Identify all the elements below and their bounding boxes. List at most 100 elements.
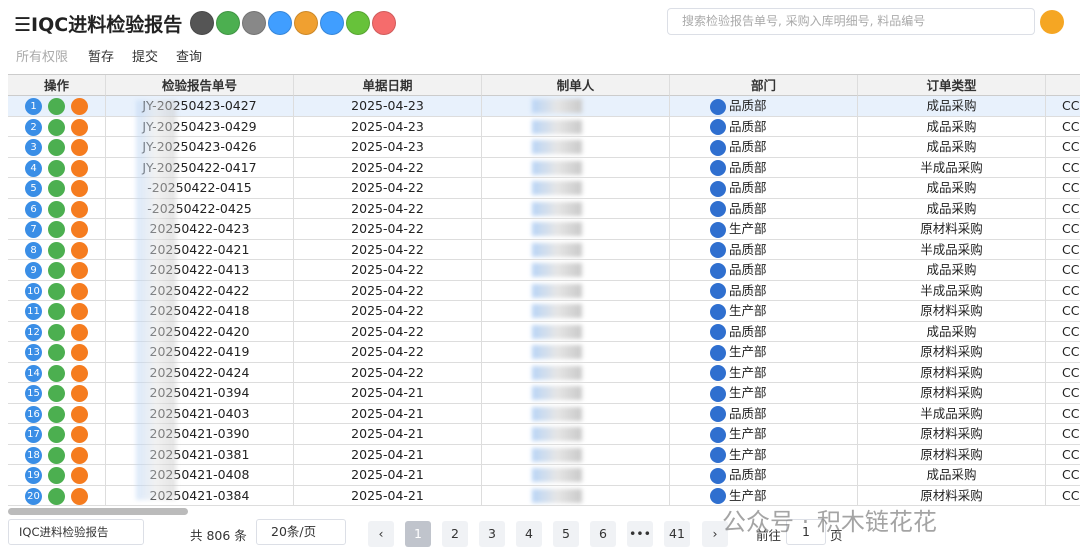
row-number[interactable]: 17 (25, 426, 42, 443)
report-no[interactable]: 20250421-0384 (106, 485, 294, 506)
edit-button[interactable] (48, 241, 65, 259)
page-button[interactable]: 3 (479, 521, 505, 547)
edit-button[interactable] (48, 323, 65, 341)
report-no[interactable]: -20250422-0415 (106, 178, 294, 199)
view-button[interactable] (71, 323, 88, 341)
row-number[interactable]: 16 (25, 405, 42, 423)
edit-button[interactable] (48, 180, 65, 197)
report-select[interactable]: IQC进料检验报告 (8, 519, 144, 545)
row-number[interactable]: 19 (25, 467, 42, 484)
row-number[interactable]: 6 (25, 200, 42, 218)
row-number[interactable]: 8 (25, 241, 42, 259)
search-box[interactable]: 搜索检验报告单号, 采购入库明细号, 料品编号 (667, 8, 1035, 35)
report-no[interactable]: JY-20250423-0427 (106, 96, 294, 117)
filter-button[interactable] (1040, 10, 1064, 34)
report-no[interactable]: JY-20250423-0426 (106, 137, 294, 158)
edit-button[interactable] (48, 98, 65, 115)
edit-button[interactable] (48, 118, 65, 136)
column-header[interactable]: 单据日期 (294, 75, 482, 96)
column-header[interactable]: 检验报告单号 (106, 75, 294, 96)
row-number[interactable]: 5 (25, 180, 42, 197)
page-size[interactable]: 20条/页 (256, 519, 346, 545)
tab[interactable]: 暂存 (88, 50, 115, 65)
report-no[interactable]: 20250422-0418 (106, 301, 294, 322)
report-no[interactable]: 20250422-0419 (106, 342, 294, 363)
toolbar-icon[interactable] (190, 11, 214, 35)
goto-input[interactable]: 1 (786, 519, 826, 545)
next-page[interactable]: › (702, 521, 728, 547)
row-number[interactable]: 15 (25, 385, 42, 402)
edit-button[interactable] (48, 139, 65, 156)
edit-button[interactable] (48, 221, 65, 238)
view-button[interactable] (71, 446, 88, 464)
report-no[interactable]: 20250422-0421 (106, 239, 294, 260)
edit-button[interactable] (48, 364, 65, 382)
edit-button[interactable] (48, 282, 65, 300)
row-number[interactable]: 11 (25, 303, 42, 320)
view-button[interactable] (71, 159, 88, 177)
column-header[interactable]: 订单类型 (858, 75, 1046, 96)
toolbar-icon[interactable] (268, 11, 292, 35)
row-number[interactable]: 13 (25, 344, 42, 361)
toolbar-icon[interactable] (242, 11, 266, 35)
report-no[interactable]: 20250422-0422 (106, 280, 294, 301)
page-button[interactable]: ••• (627, 521, 653, 547)
page-button[interactable]: 6 (590, 521, 616, 547)
report-no[interactable]: 20250421-0403 (106, 403, 294, 424)
report-no[interactable]: 20250421-0381 (106, 444, 294, 465)
edit-button[interactable] (48, 487, 65, 505)
scrollbar[interactable] (8, 508, 188, 515)
column-header[interactable]: 操作 (8, 75, 106, 96)
view-button[interactable] (71, 221, 88, 238)
toolbar-icon[interactable] (372, 11, 396, 35)
view-button[interactable] (71, 118, 88, 136)
page-button[interactable]: 1 (405, 521, 431, 547)
view-button[interactable] (71, 262, 88, 279)
report-no[interactable]: 20250422-0420 (106, 321, 294, 342)
tab[interactable]: 所有权限 (16, 50, 69, 65)
edit-button[interactable] (48, 303, 65, 320)
view-button[interactable] (71, 282, 88, 300)
view-button[interactable] (71, 467, 88, 484)
tab[interactable]: 提交 (132, 50, 159, 65)
edit-button[interactable] (48, 405, 65, 423)
report-no[interactable]: 20250422-0413 (106, 260, 294, 281)
report-no[interactable]: 20250422-0423 (106, 219, 294, 240)
row-number[interactable]: 12 (25, 323, 42, 341)
view-button[interactable] (71, 303, 88, 320)
toolbar-icon[interactable] (216, 11, 240, 35)
view-button[interactable] (71, 364, 88, 382)
row-number[interactable]: 10 (25, 282, 42, 300)
view-button[interactable] (71, 405, 88, 423)
view-button[interactable] (71, 200, 88, 218)
page-button[interactable]: 4 (516, 521, 542, 547)
edit-button[interactable] (48, 467, 65, 484)
view-button[interactable] (71, 487, 88, 505)
page-button[interactable]: 5 (553, 521, 579, 547)
view-button[interactable] (71, 98, 88, 115)
toolbar-icon[interactable] (294, 11, 318, 35)
row-number[interactable]: 1 (25, 98, 42, 115)
page-button[interactable]: 41 (664, 521, 690, 547)
report-no[interactable]: 20250421-0390 (106, 424, 294, 445)
tab[interactable]: 查询 (176, 50, 203, 65)
view-button[interactable] (71, 426, 88, 443)
view-button[interactable] (71, 344, 88, 361)
report-no[interactable]: 20250421-0408 (106, 465, 294, 486)
edit-button[interactable] (48, 159, 65, 177)
prev-page[interactable]: ‹ (368, 521, 394, 547)
row-number[interactable]: 9 (25, 262, 42, 279)
column-header[interactable]: 制单人 (482, 75, 670, 96)
view-button[interactable] (71, 180, 88, 197)
edit-button[interactable] (48, 446, 65, 464)
row-number[interactable]: 18 (25, 446, 42, 464)
row-number[interactable]: 7 (25, 221, 42, 238)
report-no[interactable]: JY-20250422-0417 (106, 157, 294, 178)
page-button[interactable]: 2 (442, 521, 468, 547)
view-button[interactable] (71, 385, 88, 402)
row-number[interactable]: 4 (25, 159, 42, 177)
edit-button[interactable] (48, 426, 65, 443)
edit-button[interactable] (48, 385, 65, 402)
report-no[interactable]: JY-20250423-0429 (106, 116, 294, 137)
toolbar-icon[interactable] (346, 11, 370, 35)
